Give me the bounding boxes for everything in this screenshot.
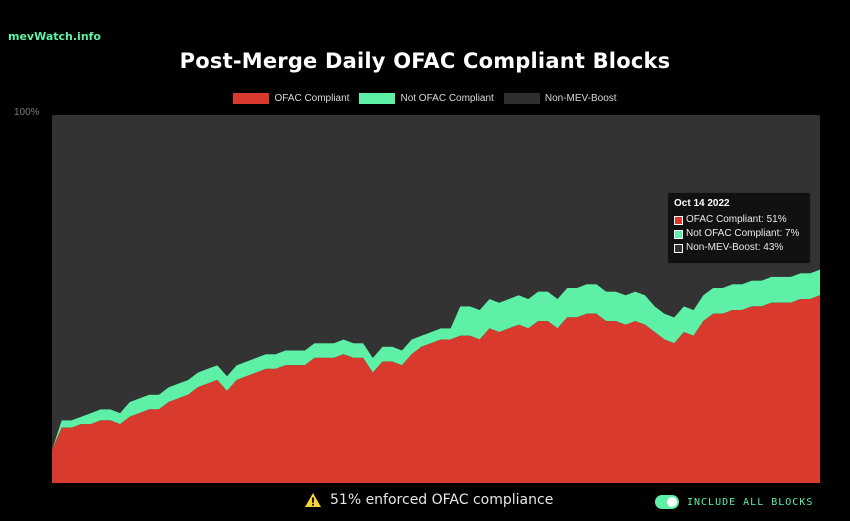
chart-area[interactable]	[0, 105, 850, 485]
tooltip-swatch-ofac	[674, 215, 683, 225]
compliance-status-text: 51% enforced OFAC compliance	[330, 492, 554, 508]
brand-logo[interactable]: mevWatch.info	[8, 30, 101, 43]
tooltip-swatch-not-ofac	[674, 229, 683, 239]
tooltip-label-non-mev: Non-MEV-Boost: 43%	[686, 242, 784, 253]
tooltip-label-not-ofac: Not OFAC Compliant: 7%	[686, 228, 800, 239]
area-series-not-ofac-compliant[interactable]	[52, 269, 820, 450]
legend-swatch-non-mev	[503, 93, 540, 104]
footer-bar: 51% enforced OFAC compliance INCLUDE ALL…	[0, 492, 850, 514]
area-series-ofac-compliant[interactable]	[52, 295, 820, 483]
legend-swatch-ofac	[233, 93, 270, 104]
legend-label-non-mev: Non-MEV-Boost	[544, 93, 617, 104]
legend-item-non-mev[interactable]: Non-MEV-Boost	[503, 93, 617, 104]
tooltip-row-ofac: OFAC Compliant: 51%	[674, 213, 804, 227]
include-all-blocks-label[interactable]: INCLUDE ALL BLOCKS	[687, 496, 814, 508]
legend-label-ofac: OFAC Compliant	[274, 93, 350, 104]
tooltip-row-not-ofac: Not OFAC Compliant: 7%	[674, 227, 804, 241]
tooltip-row-non-mev: Non-MEV-Boost: 43%	[674, 241, 804, 255]
chart-title: Post-Merge Daily OFAC Compliant Blocks	[179, 49, 671, 73]
chart-tooltip: Oct 14 2022 OFAC Compliant: 51% Not OFAC…	[667, 192, 811, 264]
chart-legend: OFAC Compliant Not OFAC Compliant Non-ME…	[0, 93, 850, 104]
legend-label-not-ofac: Not OFAC Compliant	[400, 93, 494, 104]
compliance-status: 51% enforced OFAC compliance	[304, 492, 553, 508]
include-all-blocks-control[interactable]: INCLUDE ALL BLOCKS	[655, 495, 813, 509]
legend-item-not-ofac[interactable]: Not OFAC Compliant	[359, 93, 494, 104]
include-all-blocks-toggle[interactable]	[655, 495, 679, 509]
legend-swatch-not-ofac	[359, 93, 396, 104]
tooltip-label-ofac: OFAC Compliant: 51%	[686, 214, 787, 225]
tooltip-swatch-non-mev	[674, 243, 683, 253]
toggle-knob	[667, 497, 677, 507]
y-tick-label-100: 100%	[14, 107, 40, 118]
warning-icon	[305, 493, 321, 507]
tooltip-date: Oct 14 2022	[674, 198, 730, 209]
stacked-area-chart[interactable]	[0, 105, 850, 485]
area-series-non-mev-boost[interactable]	[52, 115, 820, 450]
legend-item-ofac[interactable]: OFAC Compliant	[233, 93, 349, 104]
